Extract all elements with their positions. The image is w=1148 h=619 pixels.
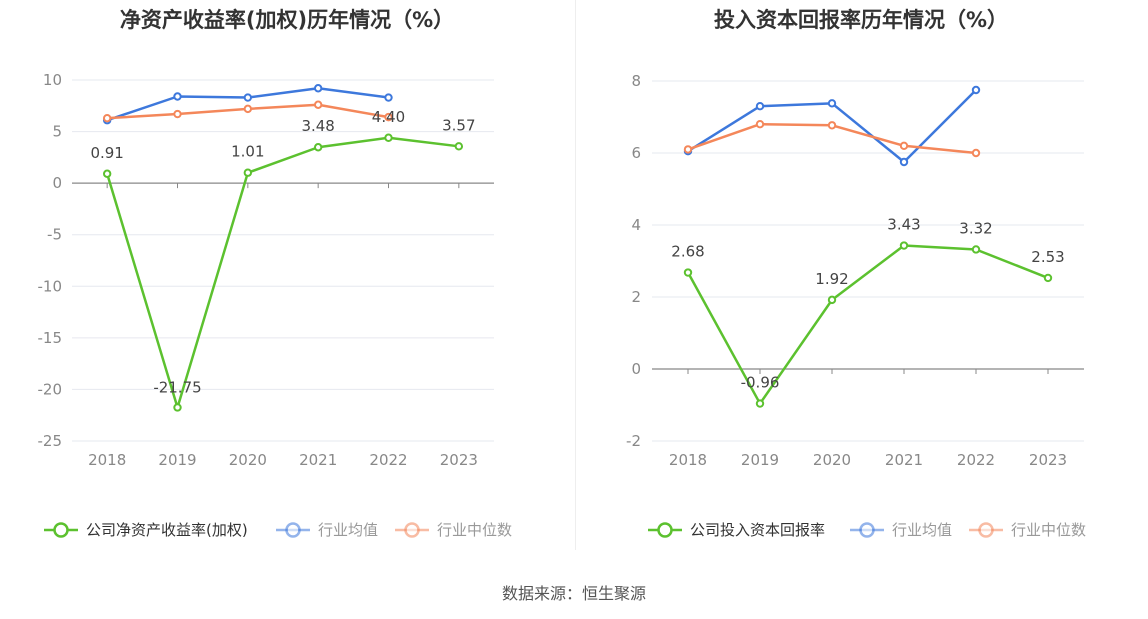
x-tick-label: 2021 [299,451,337,469]
data-label: -0.96 [741,374,780,392]
legend-marker [859,522,875,538]
legend-item-0[interactable]: 公司净资产收益率(加权) [44,521,248,539]
data-point [899,141,909,151]
data-point [755,102,765,111]
y-tick-label: -25 [38,432,63,450]
series-line-0 [105,136,459,409]
x-tick-label: 2018 [669,451,707,469]
data-point [827,295,837,305]
data-label: 3.57 [442,116,475,134]
data-label: 3.43 [887,216,920,234]
data-point [313,143,323,152]
data-source-note: 数据来源：恒生聚源 [501,584,646,603]
data-label: 3.48 [301,117,334,135]
y-tick-label: -20 [38,380,63,398]
data-point [755,399,765,408]
x-tick-label: 2021 [885,451,923,469]
chart-title: 投入资本回报率历年情况（%） [713,8,1009,32]
y-tick-label: -15 [38,329,63,347]
roic-line-chart: 8 6 4 2 0 -2 2018 2019 2020 2021 2022 2023 2.68 -0.96… [626,72,1086,539]
y-tick-label: 5 [52,123,62,141]
data-label: 4.40 [372,108,405,126]
x-tick-label: 2023 [1029,451,1067,469]
legend-item-0[interactable]: 公司投入资本回报率 [648,521,825,539]
x-tick-label: 2022 [369,451,407,469]
data-point [313,100,323,109]
y-tick-label: 2 [631,288,641,306]
legend-marker [285,522,301,538]
roic-chart-panel: 投入资本回报率历年情况（%） 8 6 4 2 0 -2 2018 2019 2020 2021 20… [574,0,1148,560]
legend-label: 行业均值 [892,521,952,539]
data-label: 2.68 [671,243,704,261]
y-tick-label: 8 [631,72,641,90]
data-point [827,99,837,108]
data-point [454,142,464,151]
x-tick-label: 2022 [957,451,995,469]
data-point [173,92,182,101]
legend-label: 行业中位数 [437,521,512,539]
chart-title: 净资产收益率(加权)历年情况（%） [119,8,455,32]
roe-chart-panel: 净资产收益率(加权)历年情况（%） 10 5 0 -5 -10 -15 -20 -25 2018… [0,0,574,560]
roe-line-chart: 10 5 0 -5 -10 -15 -20 -25 2018 2019 2020 2021 2022 20… [38,71,513,539]
data-point [1043,273,1053,283]
data-point [899,241,909,250]
data-point [102,113,112,123]
legend-item-1[interactable]: 行业均值 [850,521,952,539]
data-point [173,403,182,412]
data-label: 2.53 [1031,248,1064,266]
data-label: -21.75 [153,378,201,396]
legend-label: 行业中位数 [1011,521,1086,539]
panel-divider [575,0,576,550]
legend-item-1[interactable]: 行业均值 [276,521,378,539]
x-tick-label: 2018 [88,451,126,469]
legend-item-2[interactable]: 行业中位数 [395,521,512,539]
y-tick-label: -2 [626,432,641,450]
series-line-0 [686,244,1049,405]
x-tick-label: 2020 [813,451,851,469]
data-point [384,112,393,122]
y-tick-label: 6 [631,144,641,162]
data-point [683,268,693,277]
y-tick-label: -5 [47,226,62,244]
y-tick-label: -10 [38,277,63,295]
data-label: 3.32 [959,219,992,237]
data-point [755,120,765,129]
data-point [683,145,693,154]
x-tick-label: 2019 [158,451,196,469]
y-tick-label: 4 [631,216,641,234]
data-label: 0.91 [90,144,123,162]
data-label: 1.92 [815,270,848,288]
legend-label: 公司投入资本回报率 [690,521,825,539]
data-point [173,109,182,119]
x-tick-label: 2019 [741,451,779,469]
data-point [313,84,323,93]
data-point [971,148,981,158]
y-tick-label: 0 [631,360,641,378]
legend-marker [657,522,673,538]
data-point [827,121,837,130]
legend-item-2[interactable]: 行业中位数 [969,521,1086,539]
y-tick-label: 10 [43,71,62,89]
legend-label: 公司净资产收益率(加权) [86,521,248,539]
data-point [971,245,981,254]
legend-label: 行业均值 [318,521,378,539]
data-point [243,104,253,114]
legend-marker [404,522,420,538]
data-point [971,85,981,95]
x-tick-label: 2020 [229,451,267,469]
legend-marker [978,522,994,538]
legend-marker [53,522,69,538]
x-tick-label: 2023 [440,451,478,469]
y-tick-label: 0 [52,174,62,192]
data-point [243,93,253,102]
data-point [102,169,112,178]
data-label: 1.01 [231,143,264,161]
data-point [384,133,393,142]
data-point [243,168,253,177]
data-point [899,157,909,167]
data-point [384,93,393,102]
